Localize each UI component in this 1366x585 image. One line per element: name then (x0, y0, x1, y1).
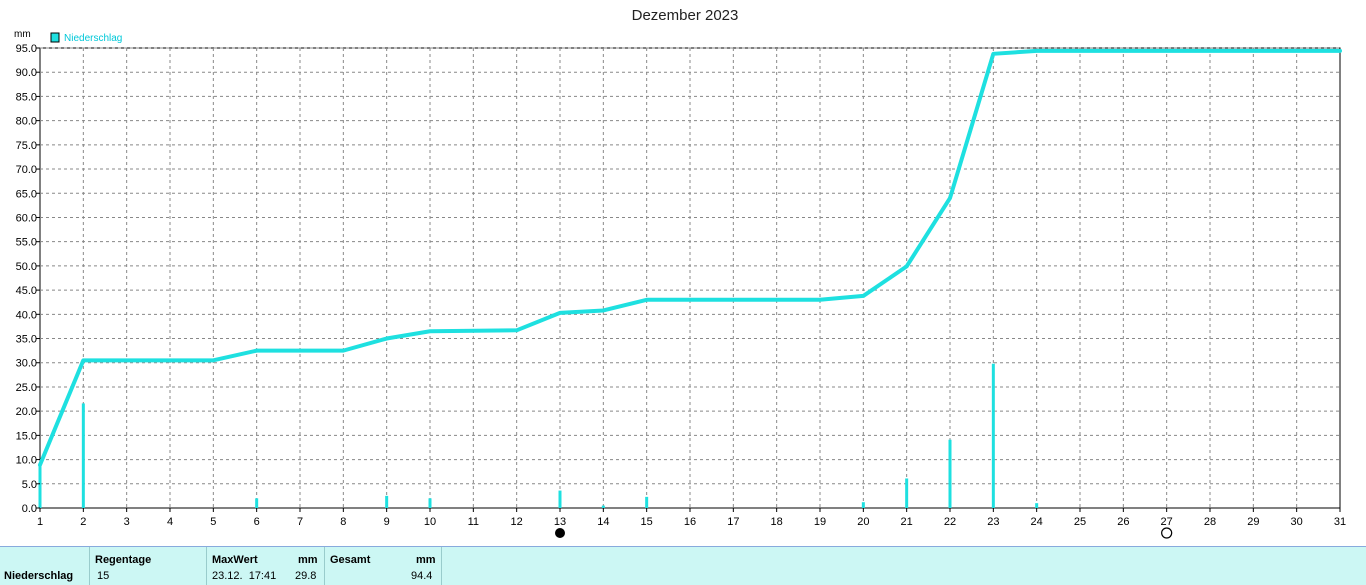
gesamt-label: Gesamt (330, 554, 371, 566)
x-axis: 1 2 3 4 5 6 7 8 9 10 11 12 13 14 15 16 17 18 19 20 21 22 23 24 2… (37, 508, 1346, 528)
y-tick-label: 45.0 (16, 285, 37, 297)
y-tick-label: 55.0 (16, 237, 37, 249)
x-tick-label: 13 (554, 516, 566, 528)
cumulative-precipitation-line (38, 48, 1342, 467)
precipitation-bar (255, 498, 259, 508)
x-tick-label: 31 (1334, 516, 1346, 528)
maxwert-time: 23.12. 17:41 (212, 570, 277, 582)
x-tick-label: 25 (1074, 516, 1086, 528)
x-tick-label: 9 (384, 516, 390, 528)
precipitation-bar (38, 464, 42, 508)
x-tick-label: 11 (468, 516, 479, 528)
moon-phases (555, 527, 1173, 539)
summary-maxwert-cell: MaxWert mm 23.12. 17:41 29.8 (207, 547, 325, 585)
y-tick-label: 20.0 (16, 406, 37, 418)
y-tick-label: 85.0 (16, 91, 37, 103)
regentage-value: 15 (97, 570, 110, 582)
x-tick-label: 19 (814, 516, 826, 528)
x-tick-label: 14 (597, 516, 609, 528)
x-tick-label: 24 (1031, 516, 1043, 528)
x-tick-label: 23 (987, 516, 999, 528)
legend-swatch (50, 32, 60, 43)
y-tick-label: 10.0 (16, 455, 37, 467)
precipitation-bar (645, 496, 649, 508)
x-tick-label: 16 (684, 516, 696, 528)
y-tick-label: 70.0 (16, 164, 37, 176)
maxwert-label: MaxWert (212, 554, 258, 566)
x-tick-label: 27 (1161, 516, 1173, 528)
new-moon-icon (555, 528, 565, 538)
precipitation-bar (861, 502, 865, 508)
x-tick-label: 28 (1204, 516, 1216, 528)
y-tick-label: 90.0 (16, 67, 37, 79)
full-moon-icon (1161, 527, 1173, 539)
y-tick-label: 15.0 (16, 430, 37, 442)
summary-table: Niederschlag Regentage 15 MaxWert mm 23.… (0, 546, 1366, 585)
x-tick-label: 26 (1117, 516, 1129, 528)
grid (40, 47, 1340, 508)
x-tick-label: 8 (340, 516, 346, 528)
chart-title: Dezember 2023 (632, 7, 739, 24)
chart: Dezember 2023 mm Niederschlag 0.0 5.0 10.0… (14, 7, 1346, 539)
legend-label: Niederschlag (64, 33, 122, 44)
summary-gesamt-cell: Gesamt mm 94.4 (325, 547, 442, 585)
x-tick-label: 22 (944, 516, 956, 528)
y-axis-unit: mm (14, 29, 31, 40)
x-tick-label: 17 (727, 516, 739, 528)
x-tick-label: 3 (124, 516, 130, 528)
regentage-label: Regentage (95, 554, 152, 566)
x-tick-label: 2 (80, 516, 86, 528)
summary-row-label-cell: Niederschlag (0, 547, 90, 585)
y-tick-label: 0.0 (22, 503, 37, 515)
x-tick-label: 6 (254, 516, 260, 528)
summary-row-label: Niederschlag (4, 570, 74, 582)
x-tick-label: 7 (297, 516, 303, 528)
x-tick-label: 4 (167, 516, 173, 528)
precipitation-bar (601, 505, 605, 508)
x-tick-label: 18 (771, 516, 783, 528)
precipitation-bar (558, 490, 562, 508)
x-tick-label: 21 (901, 516, 913, 528)
x-tick-label: 10 (424, 516, 436, 528)
x-tick-label: 12 (511, 516, 523, 528)
y-tick-label: 40.0 (16, 309, 37, 321)
summary-regentage-cell: Regentage 15 (90, 547, 207, 585)
y-tick-label: 95.0 (16, 43, 37, 55)
x-tick-label: 29 (1247, 516, 1259, 528)
y-tick-label: 75.0 (16, 140, 37, 152)
x-tick-label: 30 (1291, 516, 1303, 528)
x-tick-label: 5 (210, 516, 216, 528)
precipitation-bars (38, 363, 1039, 508)
x-tick-label: 15 (641, 516, 653, 528)
precipitation-bar (385, 495, 389, 508)
precipitation-bar (1035, 503, 1039, 508)
precipitation-bar (948, 439, 952, 508)
y-axis: 0.0 5.0 10.0 15.0 20.0 25.0 30.0 35.0 40.0 45.0 50… (16, 43, 40, 515)
precipitation-bar (81, 403, 85, 508)
precipitation-bar (905, 478, 909, 508)
y-tick-label: 30.0 (16, 358, 37, 370)
y-tick-label: 5.0 (22, 479, 37, 491)
y-tick-label: 80.0 (16, 116, 37, 128)
x-tick-label: 1 (37, 516, 43, 528)
y-tick-label: 65.0 (16, 188, 37, 200)
y-tick-label: 25.0 (16, 382, 37, 394)
maxwert-value: 29.8 (295, 570, 317, 582)
y-tick-label: 60.0 (16, 212, 37, 224)
gesamt-unit: mm (416, 554, 436, 566)
y-tick-label: 35.0 (16, 334, 37, 346)
maxwert-unit: mm (298, 554, 318, 566)
x-tick-label: 20 (857, 516, 869, 528)
precipitation-bar (991, 363, 995, 508)
precipitation-bar (428, 498, 432, 508)
cumulative-line (38, 48, 1342, 467)
gesamt-value: 94.4 (411, 570, 433, 582)
y-tick-label: 50.0 (16, 261, 37, 273)
